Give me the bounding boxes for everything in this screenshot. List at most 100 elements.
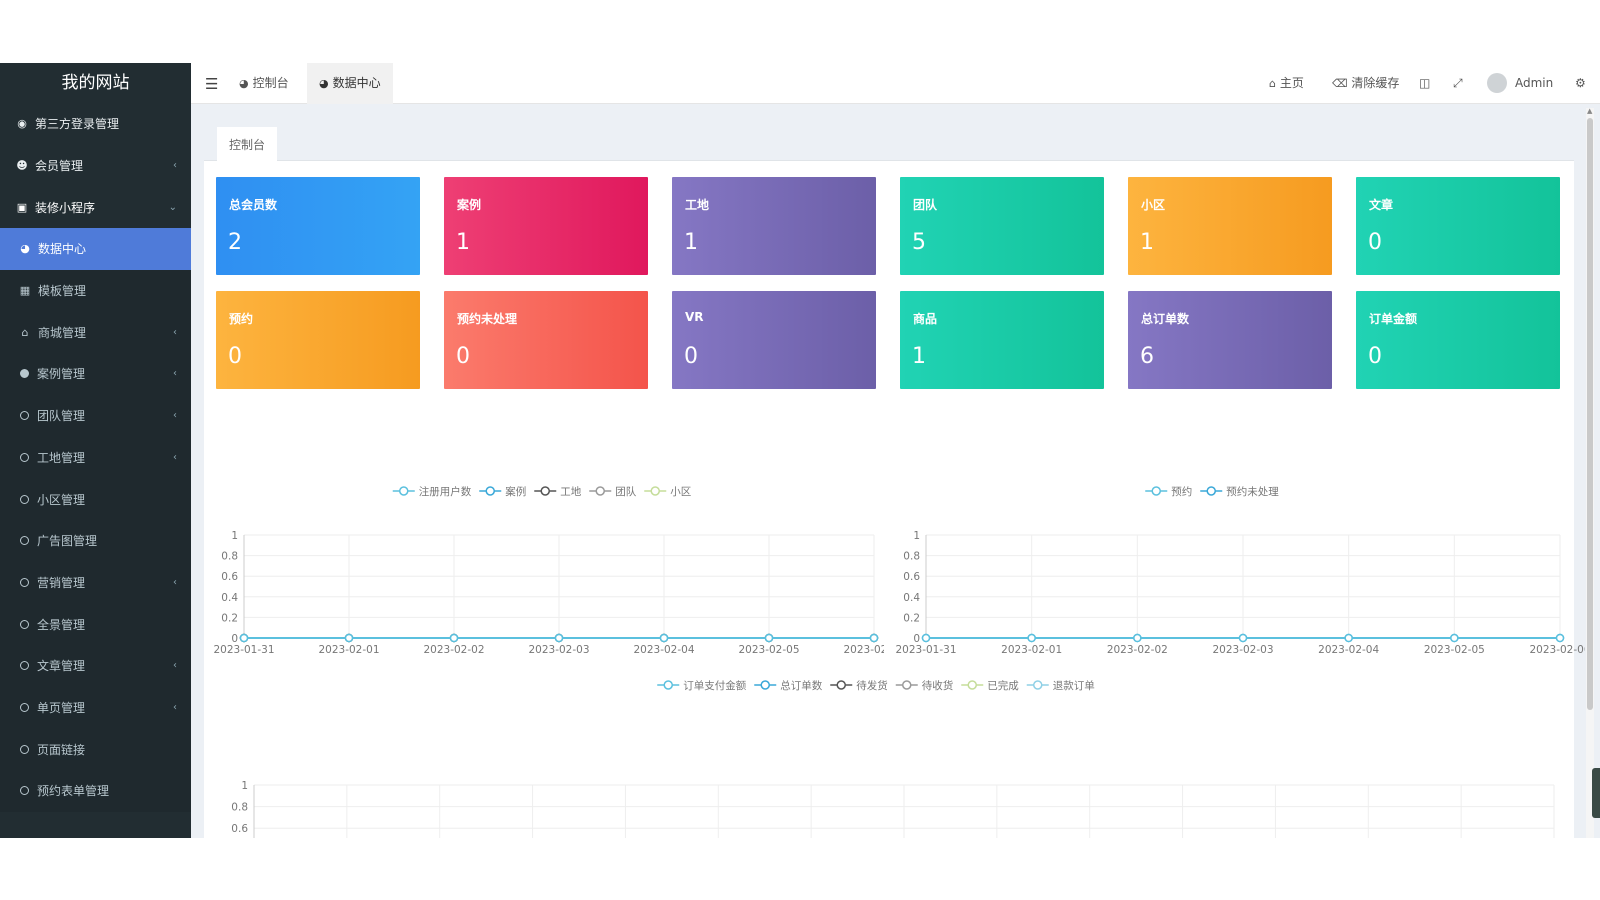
stat-label: VR <box>685 310 704 324</box>
sidebar-item-label: 营销管理 <box>37 575 86 590</box>
template-icon: ▦ <box>19 284 31 298</box>
sidebar-item-data-center[interactable]: ◕ 数据中心 <box>0 228 191 270</box>
stat-card-communities[interactable]: 小区 1 <box>1128 177 1332 275</box>
data-point <box>659 633 669 643</box>
stat-value: 5 <box>912 230 926 255</box>
legend-label: 小区 <box>670 486 691 498</box>
stat-value: 6 <box>1140 344 1154 369</box>
legend-marker <box>1206 486 1216 496</box>
sidebar-item-label: 会员管理 <box>35 159 84 174</box>
scrollbar-thumb[interactable] <box>1587 118 1593 710</box>
sidebar-item-label: 数据中心 <box>38 242 87 257</box>
user-circle-icon: ☻ <box>16 159 28 173</box>
stat-card-order-amount[interactable]: 订单金额 0 <box>1356 291 1560 389</box>
stat-card-products[interactable]: 商品 1 <box>900 291 1104 389</box>
circle-icon <box>20 661 29 671</box>
y-tick-label: 0.8 <box>903 551 920 563</box>
sidebar-item-page-links[interactable]: 页面链接 <box>0 728 191 770</box>
stat-card-team[interactable]: 团队 5 <box>900 177 1104 275</box>
x-tick-label: 2023-02-02 <box>1107 644 1168 656</box>
sidebar-item-label: 第三方登录管理 <box>35 117 120 132</box>
sidebar-item-templates[interactable]: ▦ 模板管理 <box>0 269 191 312</box>
chevron-left-icon: ‹ <box>173 660 177 672</box>
sidebar-item-marketing[interactable]: 营销管理 ‹ <box>0 561 191 604</box>
legend-label: 预约未处理 <box>1226 485 1279 498</box>
stat-card-bookings-pending[interactable]: 预约未处理 0 <box>444 291 648 389</box>
sidebar-item-panorama[interactable]: 全景管理 <box>0 603 191 645</box>
sidebar-item-third-party-login[interactable]: ◉ 第三方登录管理 <box>0 103 191 145</box>
data-point <box>1555 633 1565 643</box>
tab-console[interactable]: ◕ 控制台 <box>227 63 301 104</box>
data-point <box>1344 633 1353 643</box>
data-point <box>1238 633 1248 643</box>
circle-icon <box>20 786 29 796</box>
stat-card-bookings[interactable]: 预约 0 <box>216 291 420 389</box>
stat-card-total-members[interactable]: 总会员数 2 <box>216 177 420 275</box>
stat-label: 预约未处理 <box>457 312 518 326</box>
chevron-left-icon: ‹ <box>173 701 177 713</box>
legend-label: 待收货 <box>922 679 954 692</box>
stat-card-sites[interactable]: 工地 1 <box>672 177 876 275</box>
stat-card-articles[interactable]: 文章 0 <box>1356 177 1560 275</box>
x-tick-label: 2023-01-31 <box>213 644 274 656</box>
fullscreen-icon[interactable]: ⤢ <box>1453 76 1463 90</box>
y-tick-label: 0.2 <box>903 612 920 624</box>
sidebar-item-cases[interactable]: 案例管理 ‹ <box>0 353 191 395</box>
dashboard-panel: 控制台 总会员数 2 案例 1 工地 1 团队 5 小区 1 文章 0 预约 <box>204 117 1574 838</box>
stat-label: 文章 <box>1369 198 1394 212</box>
clear-cache-button[interactable]: ⌫ 清除缓存 <box>1332 63 1399 104</box>
app-screen: 我的网站 ◉ 第三方登录管理 ☻ 会员管理 ‹ ▣ 装修小程序 ⌄ ◕ 数据中心… <box>0 63 1600 838</box>
sidebar-item-team[interactable]: 团队管理 ‹ <box>0 394 191 437</box>
scroll-up-icon[interactable]: ▲ <box>1587 107 1593 115</box>
x-tick-label: 2023-02-05 <box>1424 644 1485 656</box>
circle-icon <box>20 452 29 462</box>
stat-card-cases[interactable]: 案例 1 <box>444 177 648 275</box>
sidebar-item-label: 预约表单管理 <box>37 784 110 799</box>
chevron-left-icon: ‹ <box>173 326 177 338</box>
circle-icon <box>20 619 29 629</box>
sidebar-item-members[interactable]: ☻ 会员管理 ‹ <box>0 145 191 187</box>
stat-value: 0 <box>1368 230 1382 255</box>
y-tick-label: 0.6 <box>231 823 248 835</box>
stat-label: 小区 <box>1141 198 1166 212</box>
stat-value: 0 <box>684 344 698 369</box>
data-point <box>1027 633 1036 643</box>
sidebar-item-sites[interactable]: 工地管理 ‹ <box>0 436 191 479</box>
legend-label: 总订单数 <box>780 679 822 692</box>
brand-title[interactable]: 我的网站 <box>0 63 191 103</box>
home-link[interactable]: ⌂ 主页 <box>1269 63 1304 104</box>
home-label: 主页 <box>1279 76 1304 90</box>
menu-toggle-icon[interactable]: ☰ <box>205 75 219 93</box>
stat-card-total-orders[interactable]: 总订单数 6 <box>1128 291 1332 389</box>
legend-marker <box>650 486 660 496</box>
user-menu[interactable]: Admin <box>1487 63 1553 104</box>
sidebar-item-single-pages[interactable]: 单页管理 ‹ <box>0 686 191 729</box>
legend-label: 已完成 <box>987 679 1019 692</box>
home-icon: ⌂ <box>1269 77 1276 90</box>
x-tick-label: 2023-02-03 <box>1212 644 1273 656</box>
sidebar-item-label: 小区管理 <box>37 492 86 507</box>
sidebar-item-communities[interactable]: 小区管理 <box>0 478 191 520</box>
tab-data-center[interactable]: ◕ 数据中心 <box>307 63 393 104</box>
stat-value: 0 <box>456 344 470 369</box>
sidebar-item-mall[interactable]: ⌂ 商城管理 ‹ <box>0 311 191 354</box>
chart-orders: 订单支付金额 总订单数 待发货 待收货 已完成 退款订单 0.6 0.8 1 <box>231 679 1555 838</box>
stat-card-vr[interactable]: VR 0 <box>672 291 876 389</box>
sidebar-item-miniprogram[interactable]: ▣ 装修小程序 ⌄ <box>0 186 191 228</box>
x-tick-label: 2023-02-06 <box>1529 644 1585 656</box>
stat-label: 预约 <box>229 312 254 326</box>
settings-gear-icon[interactable]: ⚙ <box>1575 76 1586 90</box>
data-point <box>554 633 564 643</box>
y-tick-label: 1 <box>241 780 248 792</box>
floating-side-widget[interactable] <box>1592 768 1600 818</box>
circle-icon <box>20 536 29 546</box>
sidebar-item-booking-forms[interactable]: 预约表单管理 <box>0 770 191 812</box>
translate-icon[interactable]: ◫ <box>1419 76 1431 90</box>
sidebar-item-banners[interactable]: 广告图管理 <box>0 519 191 562</box>
sidebar-item-articles[interactable]: 文章管理 ‹ <box>0 644 191 687</box>
data-point <box>1450 633 1459 643</box>
panel-tab-console[interactable]: 控制台 <box>217 127 277 162</box>
top-navbar: ☰ ◕ 控制台 ◕ 数据中心 ⌂ 主页 ⌫ 清除缓存 ◫ ⤢ Admin ⚙ <box>191 63 1600 104</box>
stat-value: 0 <box>228 344 242 369</box>
tab-label: 数据中心 <box>332 76 381 90</box>
